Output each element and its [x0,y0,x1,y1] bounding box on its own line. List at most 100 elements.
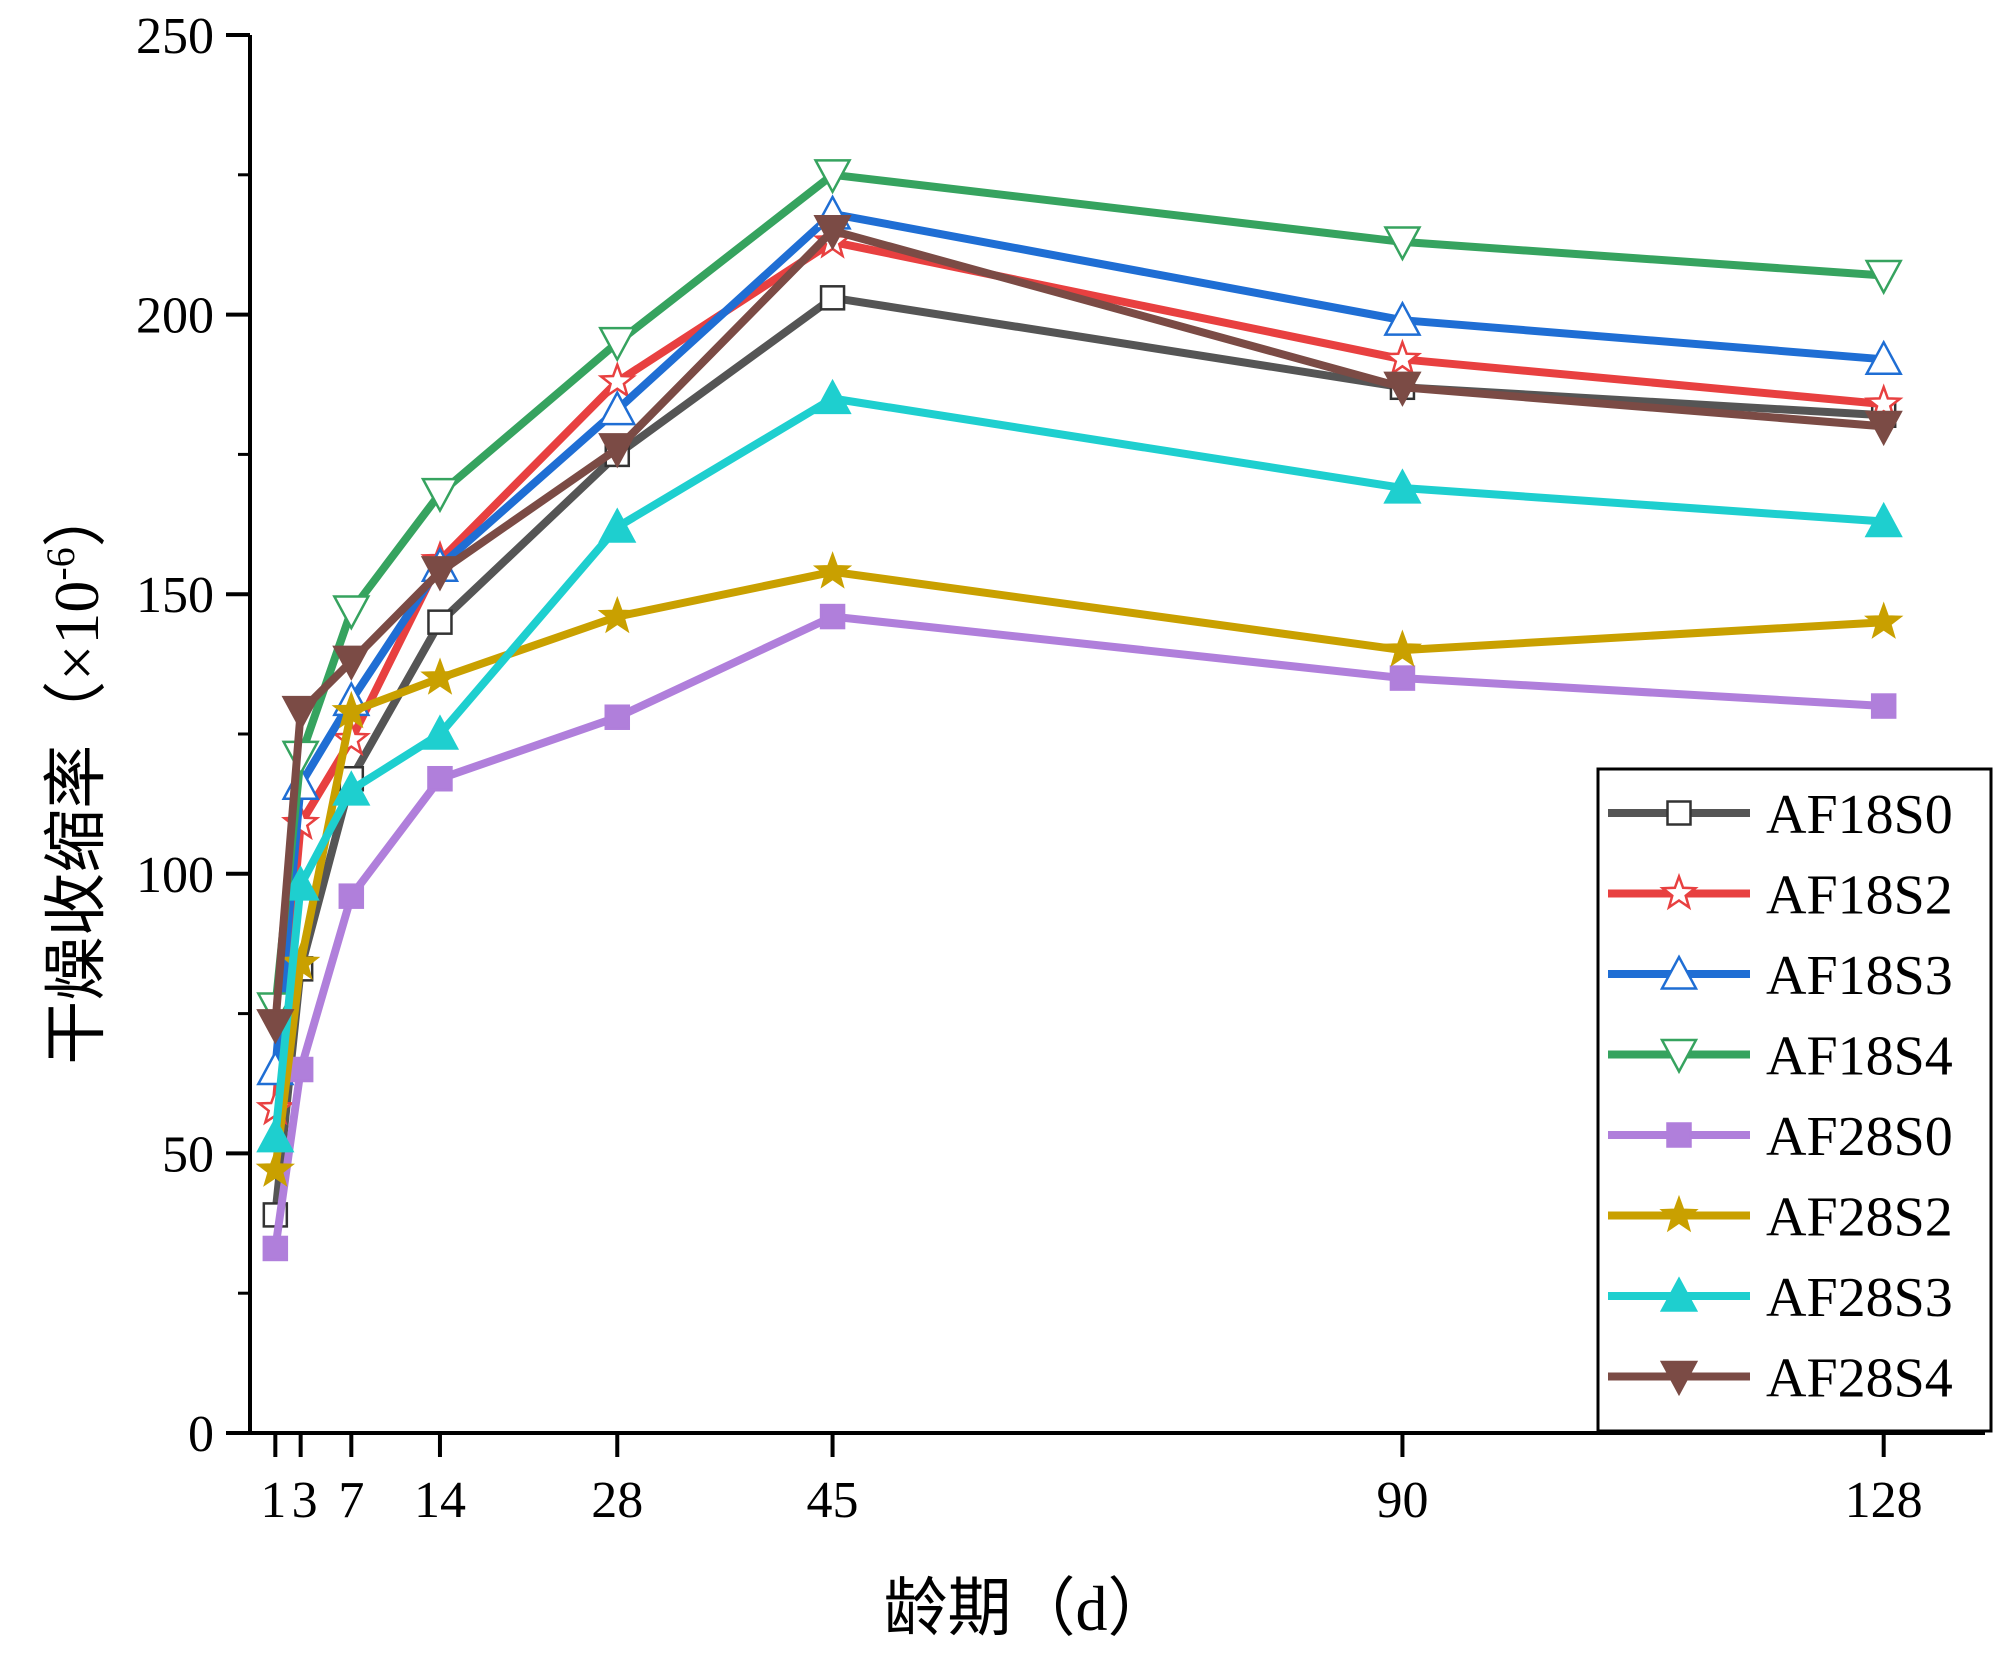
series-AF28S3 [256,378,1903,1153]
legend-marker [1659,954,1699,990]
x-tick-label: 45 [807,1472,859,1529]
data-point [256,1009,295,1045]
data-point [1864,410,1903,447]
data-point [331,690,371,729]
data-point [1864,501,1903,538]
data-point [598,390,637,426]
y-axis-title: 干燥收缩率（×10-6） [38,483,112,1064]
y-tick-label: 0 [188,1406,214,1463]
data-point [604,704,631,730]
plot-lines [255,159,1904,1262]
series-AF18S4 [256,159,1903,1028]
legend-entry: AF28S4 [1608,1348,1953,1410]
series-line [271,209,1885,1070]
legend-entry: AF18S2 [1608,865,1953,927]
legend-label: AF18S4 [1766,1026,1953,1088]
series-line [271,612,1884,1250]
x-tick-label: 3 [292,1472,318,1529]
data-point [332,770,371,806]
x-axis-title: 龄期（d） [884,1573,1172,1644]
data-point [281,942,321,980]
legend-label: AF28S0 [1766,1106,1953,1168]
data-point [331,718,371,757]
data-point [256,1116,295,1153]
legend-marker [1666,1122,1692,1148]
data-point [812,551,853,589]
data-point [819,603,846,630]
legend-marker [1659,872,1699,911]
data-point [813,215,852,251]
data-point [597,361,637,399]
data-point [281,865,320,901]
legend-entry: AF18S0 [1608,784,1953,846]
data-point [338,883,365,909]
data-point [1389,665,1416,691]
axis-titles: 龄期（d） 干燥收缩率（×10-6） [38,483,1172,1644]
data-point [1382,629,1423,667]
y-tick-label: 150 [136,567,214,624]
data-point [813,378,852,415]
legend-marker [1659,1276,1699,1312]
y-tick-label: 200 [136,288,214,345]
series-line [271,567,1884,1171]
legend-entry: AF18S3 [1608,945,1953,1007]
legend-label: AF28S2 [1766,1187,1953,1249]
legend-entry: AF18S4 [1608,1026,1953,1088]
data-point [332,645,371,681]
data-point [1383,371,1422,407]
data-point [1382,338,1423,377]
legend-marker [1666,800,1692,826]
series-line [271,394,1884,1138]
data-point [1383,226,1422,262]
series-AF28S2 [255,551,1904,1187]
data-point [1864,259,1903,296]
data-point [420,477,460,514]
legend-entry: AF28S2 [1608,1187,1953,1249]
data-point [427,765,453,792]
x-tick-label: 7 [338,1472,364,1529]
data-point [597,595,637,634]
data-point [1383,300,1422,336]
x-tick-label: 90 [1376,1472,1428,1529]
series-line [271,237,1885,1110]
series-line [271,170,1884,1009]
legend-box [1596,767,1993,1433]
y-tick-label: 100 [136,847,214,904]
data-point [598,326,637,363]
data-point [420,714,460,750]
x-tick-label: 1 [260,1472,286,1529]
x-tick-label: 128 [1845,1472,1923,1529]
data-point [598,507,637,543]
data-point [255,1149,295,1187]
y-tick-label: 250 [136,8,214,65]
legend-marker [1659,1360,1699,1397]
data-point [281,695,320,732]
data-point [1864,601,1904,639]
axes: 0 50 100 150 200 250 1 3 7 14 28 45 90 128 [136,8,1985,1529]
legend-entry: AF28S3 [1608,1267,1953,1329]
data-point [598,433,637,469]
data-point [819,285,846,311]
data-point [1383,468,1422,504]
data-point [427,609,453,635]
legend-label: AF28S4 [1766,1348,1953,1410]
data-point [420,657,460,695]
legend: AF18S0 AF18S2 AF18S3 AF18S4 AF28S0 AF28S2 AF28… [1596,767,1993,1433]
legend-marker [1659,1194,1699,1233]
x-tick-label: 14 [414,1472,466,1529]
legend-entry: AF28S0 [1608,1106,1953,1168]
data-point [332,595,371,631]
data-point [1870,693,1897,719]
series-AF28S0 [262,603,1897,1262]
legend-marker [1659,1038,1699,1075]
data-point [420,556,460,592]
data-point [262,1235,289,1262]
x-tick-label: 28 [591,1472,643,1529]
series-AF28S4 [256,215,1903,1045]
data-point [813,159,852,195]
legend-label: AF28S3 [1766,1267,1953,1329]
legend-label: AF18S3 [1766,945,1953,1007]
y-tick-label: 50 [162,1126,214,1183]
